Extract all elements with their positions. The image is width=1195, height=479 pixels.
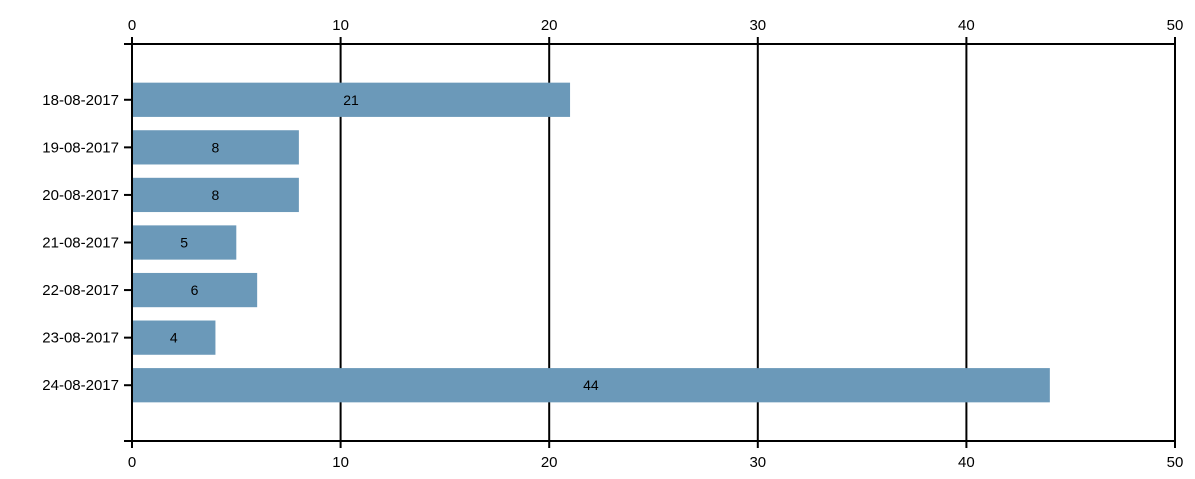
top-tick-label: 0	[128, 17, 136, 34]
category-label: 21-08-2017	[42, 235, 119, 252]
bottom-tick-label: 10	[332, 454, 349, 471]
top-tick-label: 20	[541, 17, 558, 34]
bar-23-08-2017	[132, 320, 216, 355]
top-tick-label: 40	[958, 17, 975, 34]
bar-value-label: 6	[191, 282, 199, 298]
bar-value-label: 5	[180, 235, 188, 251]
bar-18-08-2017	[132, 82, 571, 117]
y-axis: 18-08-2017 19-08-2017 20-08-2017 21-08-2017…	[42, 43, 133, 442]
bottom-tick-label: 20	[541, 454, 558, 471]
bottom-tick-label: 30	[749, 454, 766, 471]
top-tick-label: 50	[1167, 17, 1184, 34]
category-label: 19-08-2017	[42, 139, 119, 156]
bottom-tick-label: 50	[1167, 454, 1184, 471]
bar-value-label: 21	[343, 92, 359, 108]
bottom-tick-label: 40	[958, 454, 975, 471]
bars	[132, 82, 1050, 403]
category-label: 23-08-2017	[42, 330, 119, 347]
bar-22-08-2017	[132, 272, 258, 308]
category-label: 22-08-2017	[42, 282, 119, 299]
top-x-axis: 0 10 20 30 40 50	[128, 17, 1184, 45]
top-tick-label: 10	[332, 17, 349, 34]
category-label: 18-08-2017	[42, 92, 119, 109]
category-label: 20-08-2017	[42, 187, 119, 204]
bar-21-08-2017	[132, 225, 237, 260]
bar-value-label: 8	[212, 139, 220, 155]
bar-19-08-2017	[132, 130, 299, 165]
bar-value-label: 44	[583, 377, 599, 393]
bar-20-08-2017	[132, 177, 299, 213]
bar-24-08-2017	[132, 368, 1050, 403]
bottom-x-axis: 0 10 20 30 40 50	[128, 440, 1184, 471]
bar-value-label: 4	[170, 330, 178, 346]
top-tick-label: 30	[749, 17, 766, 34]
category-label: 24-08-2017	[42, 377, 119, 394]
bar-value-label: 8	[212, 187, 220, 203]
bottom-tick-label: 0	[128, 454, 136, 471]
